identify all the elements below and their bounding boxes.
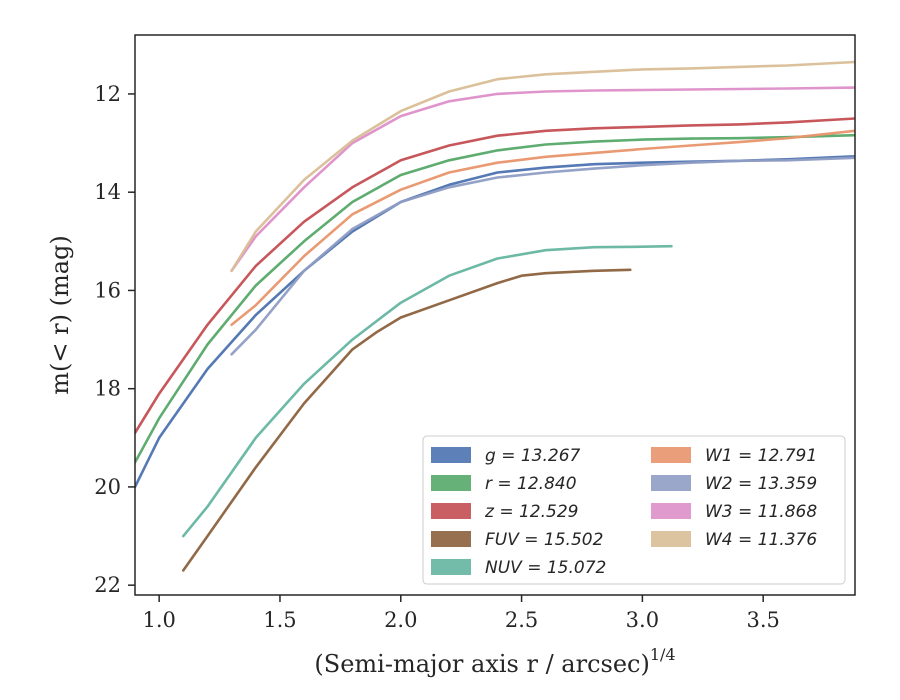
- y-tick-label: 16: [94, 278, 121, 302]
- series-line-6: [230, 129, 855, 327]
- legend-swatch: [651, 531, 691, 547]
- series-layer: [135, 60, 855, 572]
- legend-swatch: [431, 475, 471, 491]
- x-tick-label: 3.0: [626, 608, 659, 632]
- legend-label: NUV = 15.072: [485, 558, 606, 578]
- series-line-8: [230, 86, 855, 273]
- legend-label: g = 13.267: [485, 446, 581, 466]
- y-tick-label: 12: [94, 82, 121, 106]
- legend-swatch: [431, 447, 471, 463]
- legend-swatch: [431, 531, 471, 547]
- legend-label: W4 = 11.376: [705, 530, 817, 550]
- legend-label: FUV = 15.502: [485, 530, 603, 550]
- legend-label: r = 12.840: [485, 474, 577, 494]
- plot-frame: [134, 34, 856, 596]
- series-line-7: [230, 156, 855, 356]
- legend-label: z = 12.529: [484, 502, 578, 522]
- legend: g = 13.267 r = 12.840 z = 12.529 FUV = 15.5…: [422, 435, 846, 585]
- x-tick-label: 2.0: [384, 608, 417, 632]
- legend-label: W2 = 13.359: [705, 474, 817, 494]
- y-axis-title: m(< r) (mag): [46, 235, 74, 394]
- y-tick-label: 14: [94, 180, 121, 204]
- y-axis: 12 14 16 18 20 22: [94, 82, 135, 597]
- series-line-4: [182, 268, 632, 572]
- x-tick-label: 1.0: [142, 608, 175, 632]
- x-axis: 1.0 1.5 2.0 2.5 3.0 3.5: [142, 595, 780, 632]
- legend-swatch: [431, 503, 471, 519]
- series-line-2: [135, 133, 855, 464]
- legend-swatch: [431, 559, 471, 575]
- x-tick-label: 1.5: [263, 608, 296, 632]
- legend-label: W1 = 12.791: [705, 446, 817, 466]
- y-tick-label: 22: [94, 573, 121, 597]
- series-line-3: [135, 117, 855, 435]
- x-tick-label: 3.5: [746, 608, 779, 632]
- legend-swatch: [651, 475, 691, 491]
- legend-label: W3 = 11.868: [705, 502, 817, 522]
- x-tick-label: 2.5: [505, 608, 538, 632]
- series-line-5: [182, 244, 673, 538]
- series-line-9: [230, 60, 855, 273]
- legend-swatch: [651, 447, 691, 463]
- y-tick-label: 18: [94, 377, 121, 401]
- y-tick-label: 20: [94, 475, 121, 499]
- legend-swatch: [651, 503, 691, 519]
- legend-box: [422, 435, 846, 585]
- x-axis-title: (Semi-major axis r / arcsec)1/4: [314, 645, 675, 678]
